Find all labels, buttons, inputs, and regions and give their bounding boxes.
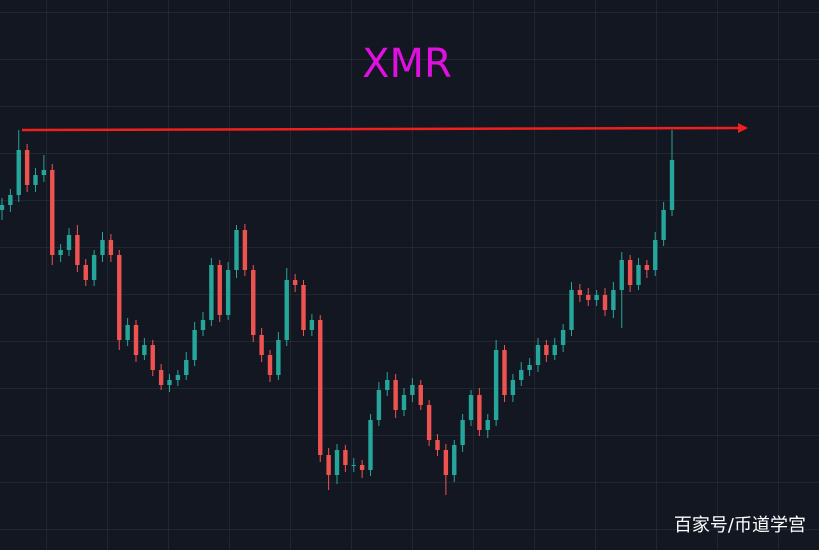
candle-body <box>343 450 348 465</box>
candle-body <box>560 330 566 345</box>
candle-body <box>209 265 214 320</box>
candle-body <box>669 160 675 210</box>
candle-body <box>167 380 172 385</box>
candle-body <box>284 280 289 340</box>
candle-body <box>225 270 231 315</box>
candle-body <box>569 290 574 330</box>
candle-body <box>368 420 373 470</box>
candle-body <box>653 240 658 270</box>
candle-body <box>158 370 164 385</box>
candle-body <box>200 320 206 330</box>
candle-body <box>184 360 189 375</box>
candle-body <box>292 280 298 285</box>
candle-body <box>267 355 273 375</box>
candle-body <box>276 340 281 375</box>
candle-body <box>251 270 256 335</box>
candle-body <box>0 205 5 210</box>
candle-body <box>326 455 331 475</box>
candle-body <box>376 390 382 420</box>
candle-body <box>334 450 340 475</box>
candle-body <box>33 175 38 185</box>
candle-body <box>619 260 624 290</box>
candle-body <box>502 350 507 395</box>
candle-body <box>552 345 557 355</box>
candle-body <box>259 335 264 355</box>
candle-body <box>318 320 323 455</box>
candle-body <box>100 240 105 255</box>
candle-body <box>435 440 440 450</box>
candle-body <box>125 325 130 340</box>
candles <box>0 130 675 495</box>
candle-body <box>351 465 356 466</box>
candle-body <box>586 295 591 300</box>
candle-body <box>510 380 516 395</box>
candle-body <box>452 445 457 475</box>
candle-body <box>519 370 524 380</box>
candle-body <box>527 365 532 370</box>
candle-body <box>535 345 541 365</box>
candle-body <box>385 380 390 390</box>
candle-body <box>359 465 365 470</box>
candle-body <box>142 345 147 355</box>
candle-body <box>443 450 449 475</box>
candle-body <box>192 330 197 360</box>
candle-body <box>301 285 306 330</box>
candle-body <box>485 420 490 430</box>
candle-body <box>577 290 583 295</box>
candle-body <box>544 345 549 355</box>
candle-body <box>75 235 80 265</box>
candle-body <box>468 395 474 420</box>
candle-body <box>242 230 248 270</box>
candle-body <box>661 210 666 240</box>
candle-body <box>66 235 72 250</box>
candle-body <box>234 230 239 270</box>
candle-body <box>91 255 97 280</box>
candle-body <box>58 250 63 255</box>
candle-body <box>16 150 21 195</box>
candle-body <box>493 350 499 420</box>
candle-body <box>393 380 398 410</box>
candle-body <box>611 290 616 310</box>
chart-title: XMR <box>362 41 452 87</box>
watermark: 百家号/币道学宫 <box>674 515 806 536</box>
candle-body <box>108 240 114 255</box>
candle-body <box>50 170 55 255</box>
candle-body <box>460 420 465 445</box>
candle-body <box>627 260 633 285</box>
candle-body <box>175 375 181 380</box>
candle-body <box>150 345 155 370</box>
candle-body <box>117 255 122 340</box>
candle-body <box>24 150 30 185</box>
candle-body <box>401 395 407 410</box>
candle-body <box>418 385 423 405</box>
candle-body <box>410 385 415 395</box>
candle-body <box>133 325 139 355</box>
candle-body <box>636 265 641 285</box>
candle-body <box>309 320 315 330</box>
candle-body <box>477 395 482 430</box>
candle-body <box>602 295 608 310</box>
candle-body <box>41 170 47 175</box>
candle-body <box>217 265 222 315</box>
candle-body <box>8 195 13 205</box>
resistance-arrow <box>21 123 748 134</box>
candle-body <box>426 405 432 440</box>
candle-body <box>644 265 650 270</box>
candle-body <box>594 295 599 300</box>
candle-body <box>83 265 88 280</box>
